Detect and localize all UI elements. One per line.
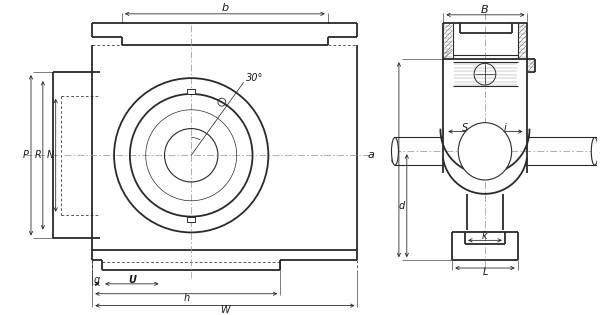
Text: S: S	[462, 123, 468, 133]
Text: j: j	[503, 123, 506, 133]
Text: 30°: 30°	[246, 73, 263, 83]
Ellipse shape	[458, 123, 512, 180]
Text: d: d	[399, 201, 405, 211]
Text: R: R	[35, 150, 41, 160]
Text: e: e	[391, 155, 397, 165]
Text: L: L	[482, 267, 488, 277]
Text: P: P	[23, 150, 29, 160]
Text: W: W	[220, 305, 230, 315]
Text: k: k	[482, 232, 488, 241]
Ellipse shape	[391, 137, 398, 165]
Text: a: a	[368, 150, 374, 160]
Text: B: B	[481, 5, 489, 15]
Text: g: g	[94, 275, 100, 285]
Text: U: U	[128, 275, 136, 285]
Text: N: N	[47, 150, 55, 160]
Ellipse shape	[591, 137, 598, 165]
Text: h: h	[183, 293, 190, 303]
Bar	[187, 217, 195, 221]
Bar	[187, 89, 195, 94]
Text: b: b	[221, 3, 229, 13]
